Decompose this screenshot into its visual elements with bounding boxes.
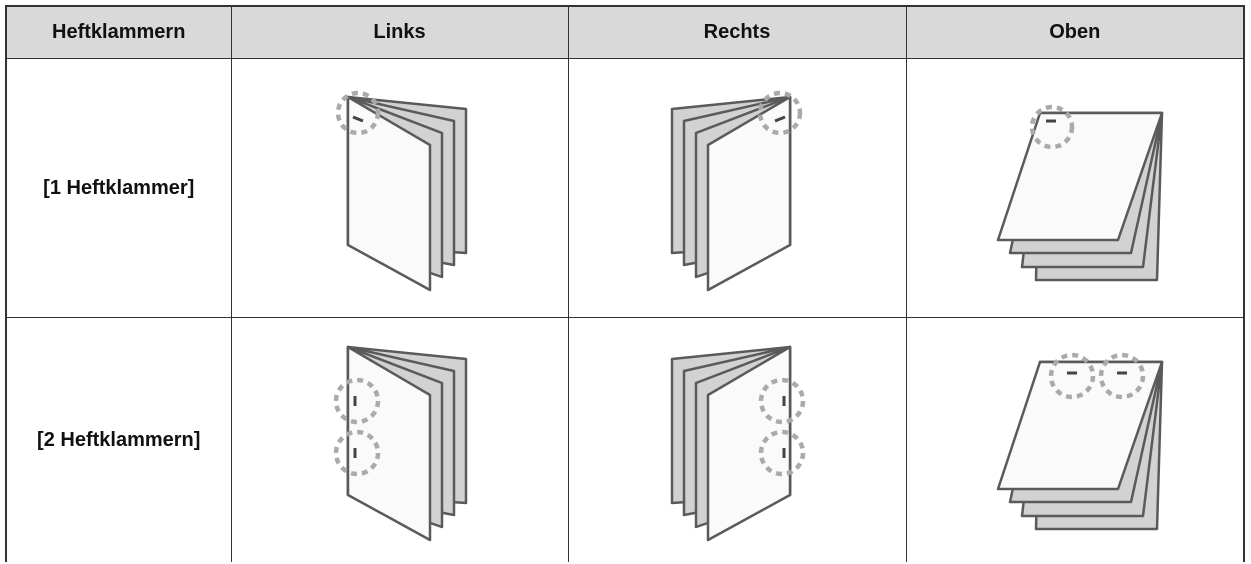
header-cell: Heftklammern [5, 5, 232, 59]
cell [905, 317, 1245, 562]
cell [230, 58, 569, 318]
cell [567, 58, 907, 318]
cell [230, 317, 569, 562]
header-cell: Links [230, 5, 569, 59]
staple-table: Heftklammern Links Rechts Oben [1 Heftkl… [5, 5, 1245, 562]
row: [2 Heftklammern] [5, 317, 1245, 562]
header-cell: Rechts [567, 5, 907, 59]
cell [905, 58, 1245, 318]
row-label: [1 Heftklammer] [5, 58, 232, 318]
header-row: Heftklammern Links Rechts Oben [5, 5, 1245, 59]
row: [1 Heftklammer] [5, 58, 1245, 318]
cell [567, 317, 907, 562]
row-label: [2 Heftklammern] [5, 317, 232, 562]
header-cell: Oben [905, 5, 1245, 59]
